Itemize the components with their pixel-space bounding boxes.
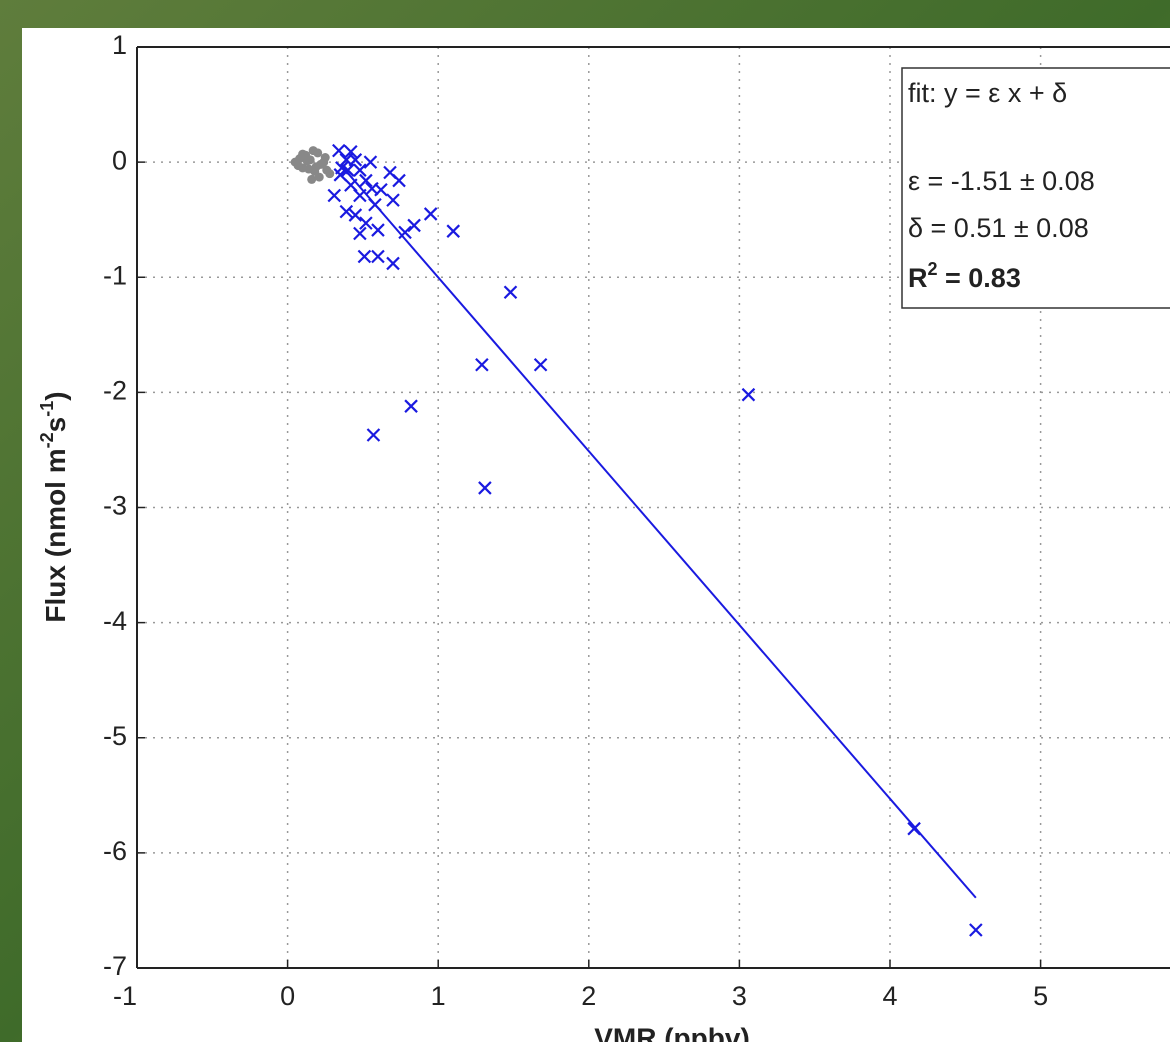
r2-base: R	[908, 263, 928, 293]
y-label-part: )	[40, 391, 71, 400]
point	[353, 226, 367, 241]
point	[308, 146, 318, 156]
annotation-box	[901, 67, 1170, 309]
point	[371, 223, 385, 237]
x-tick-label: 1	[431, 981, 446, 1011]
point	[314, 172, 324, 182]
point	[368, 197, 382, 212]
point	[341, 163, 355, 177]
y-label-part: s	[40, 417, 71, 433]
y-tick-label: -6	[103, 836, 127, 866]
point	[404, 399, 418, 413]
point	[475, 357, 489, 372]
point	[503, 285, 518, 299]
point	[332, 143, 346, 158]
x-tick-label: 4	[882, 981, 897, 1011]
point	[386, 193, 400, 207]
point	[344, 178, 358, 192]
point	[348, 208, 363, 222]
r2-rest: = 0.83	[938, 263, 1021, 293]
point	[398, 225, 412, 240]
annotation-text: δ = 0.51 ± 0.08	[908, 213, 1089, 243]
point	[348, 153, 363, 167]
annotation-text: R2 = 0.83	[908, 259, 1021, 293]
point	[366, 428, 381, 442]
y-label-sup: -1	[37, 401, 57, 417]
annotation-text: fit: y = ε x + δ	[908, 78, 1067, 108]
x-axis-label: VMR (ppbv)	[594, 1022, 750, 1042]
point	[446, 224, 461, 238]
point	[298, 149, 308, 159]
ticks: -1 0 1 2 3 4 5 -7 -6 -5 -4 -3 -2 -1 0 1	[103, 30, 1170, 1011]
x-tick-label: 3	[732, 981, 747, 1011]
r2-sup: 2	[928, 259, 938, 279]
point	[533, 357, 548, 372]
point	[371, 249, 385, 264]
y-label-sup: -2	[37, 432, 57, 448]
point	[741, 387, 756, 402]
point	[319, 157, 329, 167]
y-tick-label: 1	[112, 30, 127, 60]
y-tick-label: -5	[103, 721, 127, 751]
fit-line	[339, 163, 977, 899]
point	[359, 173, 373, 188]
plot-area	[290, 143, 983, 937]
point	[407, 218, 421, 233]
point	[363, 155, 378, 169]
y-tick-label: -4	[103, 606, 127, 636]
y-axis-label: Flux (nmol m-2s-1)	[37, 391, 72, 622]
point	[383, 165, 397, 180]
point	[357, 249, 372, 264]
point	[478, 481, 492, 495]
point	[353, 163, 367, 177]
point	[293, 161, 303, 171]
x-tick-label: 2	[581, 981, 596, 1011]
y-tick-label: -2	[103, 376, 127, 406]
point	[423, 207, 438, 221]
y-tick-label: -7	[103, 951, 127, 981]
point	[322, 165, 332, 175]
point	[386, 256, 400, 271]
y-tick-label: -1	[103, 260, 127, 290]
point	[359, 216, 373, 230]
x-tick-label: -1	[113, 981, 137, 1011]
point	[302, 156, 312, 166]
annotation-text: ε = -1.51 ± 0.08	[908, 166, 1095, 196]
point	[304, 164, 314, 174]
point	[307, 174, 317, 184]
point	[327, 188, 342, 203]
point	[907, 821, 921, 836]
point	[339, 204, 354, 219]
point	[374, 182, 388, 197]
x-tick-label: 5	[1033, 981, 1048, 1011]
point	[311, 162, 321, 172]
y-tick-label: -3	[103, 491, 127, 521]
point	[344, 144, 358, 159]
y-label-part: Flux (nmol m	[40, 448, 71, 622]
y-tick-label: 0	[112, 145, 127, 175]
point	[969, 923, 983, 937]
x-tick-label: 0	[280, 981, 295, 1011]
